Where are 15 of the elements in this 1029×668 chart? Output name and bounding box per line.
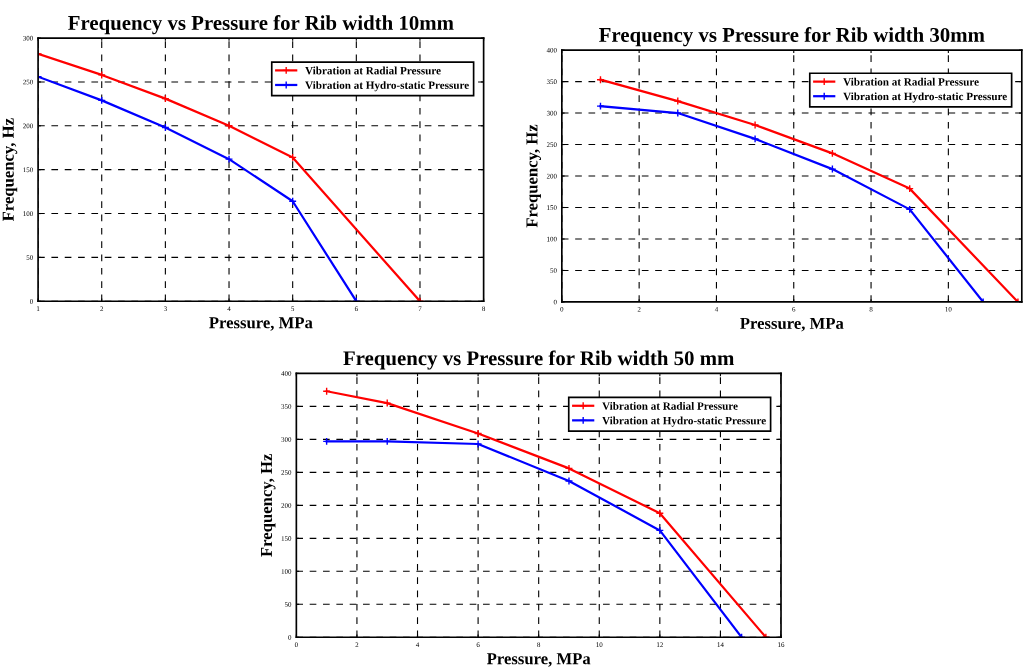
- legend-label: Vibration at Radial Pressure: [843, 77, 979, 86]
- chart-title: Frequency vs Pressure for Rib width 10mm: [68, 15, 454, 35]
- legend-label: Vibration at Hydro-static Pressure: [305, 81, 469, 92]
- legend-label: Vibration at Radial Pressure: [602, 401, 738, 410]
- chart-title: Frequency vs Pressure for Rib width 30mm: [599, 27, 985, 47]
- legend-label: Vibration at Radial Pressure: [305, 66, 441, 75]
- x-axis-title: Pressure, MPa: [486, 653, 591, 667]
- x-axis-title: Pressure, MPa: [209, 317, 313, 331]
- y-axis-title: Frequency, Hz: [526, 124, 541, 228]
- legend-label: Vibration at Hydro-static Pressure: [843, 92, 1007, 103]
- chart-title: Frequency vs Pressure for Rib width 50 mm: [343, 350, 735, 370]
- x-axis-title: Pressure, MPa: [740, 317, 844, 332]
- legend-label: Vibration at Hydro-static Pressure: [602, 416, 766, 427]
- y-axis-title: Frequency, Hz: [261, 454, 276, 557]
- y-axis-title: Frequency, Hz: [2, 118, 18, 222]
